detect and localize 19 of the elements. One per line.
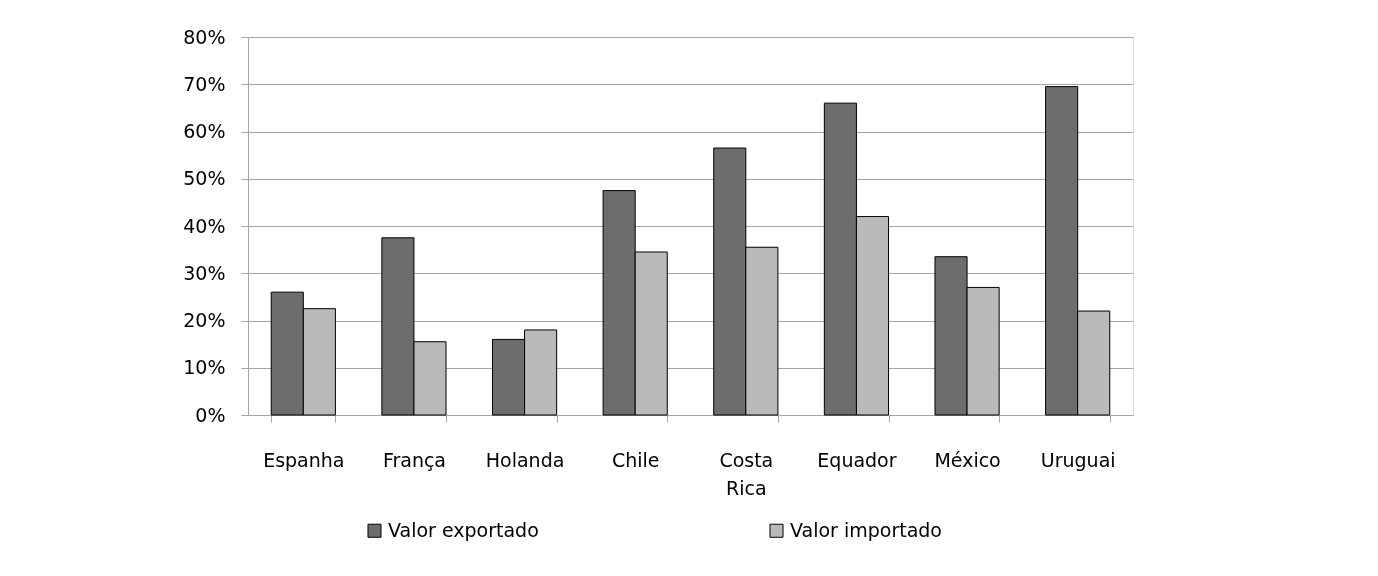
x-tick-label: Uruguai: [1040, 448, 1116, 471]
x-tick-label: México: [934, 448, 1001, 471]
y-tick-label: 10%: [183, 356, 226, 379]
x-tick-label: França: [382, 448, 447, 471]
y-tick-label: 30%: [183, 261, 226, 284]
y-tick-label: 40%: [183, 214, 226, 237]
y-tick-label: 50%: [183, 167, 226, 190]
x-tick-label: Chile: [611, 448, 660, 471]
y-tick-label: 80%: [183, 25, 226, 48]
x-tick-label: Espanha: [263, 448, 345, 471]
y-tick-label: 0%: [195, 403, 226, 426]
y-tick-label: 70%: [183, 72, 226, 95]
x-tick-label: Costa Rica: [719, 448, 774, 499]
x-tick-label: Equador: [817, 448, 897, 471]
legend-label: Valor exportado: [388, 518, 539, 541]
y-tick-label: 20%: [183, 309, 226, 331]
legend-label: Valor importado: [790, 518, 942, 541]
y-tick-label: 60%: [183, 120, 226, 142]
x-tick-label: Holanda: [485, 448, 565, 471]
